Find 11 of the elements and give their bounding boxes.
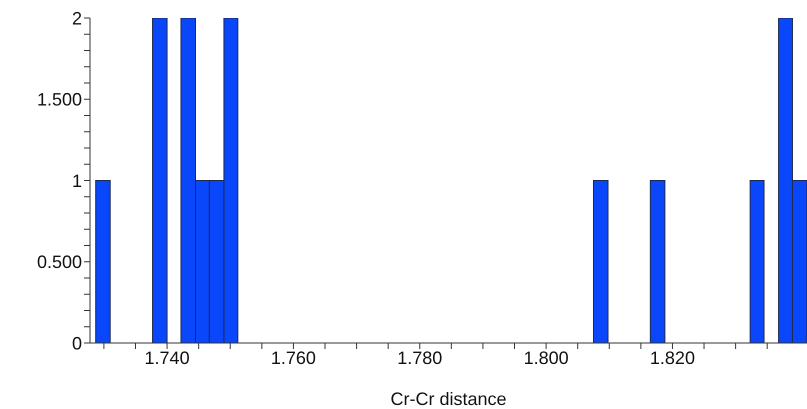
x-axis-title: Cr-Cr distance	[390, 389, 507, 409]
x-tick-label: 1.800	[524, 348, 569, 368]
x-tick-label: 1.760	[270, 348, 316, 368]
y-tick-label: 0	[72, 333, 82, 354]
x-tick-label: 1.740	[144, 348, 190, 368]
x-tick-label: 1.780	[397, 348, 442, 368]
y-tick-label: 1.500	[36, 90, 82, 110]
y-tick-label: 2	[72, 8, 82, 28]
y-tick-label: 0.500	[36, 252, 82, 272]
y-tick-label: 1	[72, 170, 82, 191]
x-tick-label: 1.820	[650, 348, 695, 368]
